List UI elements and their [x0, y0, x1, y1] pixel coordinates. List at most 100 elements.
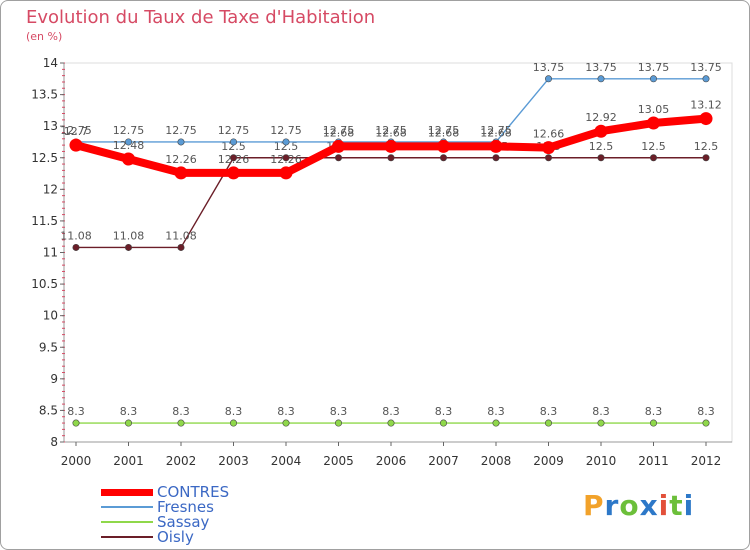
x-tick-label: 2001: [113, 454, 144, 468]
y-tick-label: 9.5: [39, 340, 58, 354]
data-point-sassay: [439, 419, 447, 427]
data-label-fresnes: 13.75: [585, 61, 617, 74]
data-point-contres: [647, 116, 660, 130]
x-tick-label: 2000: [61, 454, 92, 468]
logo-letter: x: [639, 489, 659, 522]
data-point-fresnes: [702, 75, 710, 83]
data-point-fresnes: [544, 75, 552, 83]
data-point-contres: [437, 139, 450, 153]
data-label-fresnes: 12.75: [323, 124, 355, 137]
data-point-oisly: [492, 154, 500, 162]
data-point-contres: [174, 166, 188, 180]
data-label-contres: 13.05: [638, 103, 670, 116]
data-point-oisly: [177, 243, 185, 251]
data-label-fresnes: 12.75: [428, 124, 460, 137]
logo-letter: P: [583, 489, 605, 522]
y-tick-label: 10.5: [31, 277, 58, 291]
legend-swatch: [101, 506, 153, 508]
chart-title: Evolution du Taux de Taxe d'Habitation: [26, 7, 376, 28]
data-point-contres: [227, 166, 240, 180]
proxiti-logo: Proxiti: [583, 489, 694, 522]
data-point-fresnes: [597, 75, 605, 83]
data-label-sassay: 8.3: [697, 405, 715, 418]
data-point-contres: [384, 139, 398, 153]
data-point-sassay: [282, 419, 290, 427]
data-label-fresnes: 13.75: [533, 61, 565, 74]
data-label-contres: 12.7: [64, 125, 89, 138]
y-tick-label: 12.5: [31, 151, 58, 165]
data-point-oisly: [282, 154, 290, 162]
logo-letter: i: [658, 489, 670, 522]
data-point-sassay: [544, 419, 552, 427]
logo-letter: r: [604, 489, 620, 522]
data-label-fresnes: 13.75: [690, 61, 722, 74]
data-point-oisly: [387, 154, 395, 162]
y-tick-label: 13: [43, 119, 58, 133]
legend-swatch: [101, 521, 153, 523]
x-tick-label: 2002: [166, 454, 197, 468]
data-label-sassay: 8.3: [120, 405, 138, 418]
y-tick-label: 11: [43, 246, 58, 260]
y-tick-label: 11.5: [31, 214, 58, 228]
y-tick-label: 12: [43, 182, 58, 196]
chart-legend: CONTRES Fresnes Sassay Oisly: [101, 483, 301, 546]
data-point-oisly: [544, 154, 552, 162]
y-tick-label: 10: [43, 309, 58, 323]
legend-swatch: [101, 488, 153, 496]
data-point-sassay: [649, 419, 657, 427]
data-point-oisly: [702, 154, 710, 162]
y-tick-label: 13.5: [31, 88, 58, 102]
x-tick-label: 2009: [533, 454, 564, 468]
legend-label: Sassay: [157, 513, 210, 531]
data-label-fresnes: 12.75: [113, 124, 145, 137]
data-point-contres: [699, 112, 713, 126]
data-label-sassay: 8.3: [382, 405, 400, 418]
data-point-fresnes: [649, 75, 657, 83]
chart-subtitle: (en %): [26, 30, 63, 43]
data-point-sassay: [492, 419, 500, 427]
data-label-sassay: 8.3: [540, 405, 558, 418]
data-point-sassay: [334, 419, 342, 427]
data-label-fresnes: 12.75: [165, 124, 197, 137]
data-point-fresnes: [177, 138, 185, 146]
data-point-sassay: [230, 419, 238, 427]
data-point-oisly: [439, 154, 447, 162]
legend-item-fresnes: Fresnes: [101, 498, 301, 516]
data-point-fresnes: [125, 138, 133, 146]
data-label-oisly: 11.08: [165, 229, 197, 242]
data-label-oisly: 12.5: [641, 140, 666, 153]
x-tick-label: 2005: [323, 454, 354, 468]
data-point-oisly: [334, 154, 342, 162]
data-label-fresnes: 12.75: [60, 124, 92, 137]
data-point-contres: [594, 124, 608, 138]
data-point-contres: [279, 166, 293, 180]
data-label-fresnes: 12.75: [375, 124, 407, 137]
y-tick-label: 8: [50, 435, 58, 449]
data-label-sassay: 8.3: [435, 405, 453, 418]
x-tick-label: 2012: [691, 454, 722, 468]
data-label-contres: 12.68: [480, 126, 512, 139]
x-tick-label: 2007: [428, 454, 459, 468]
logo-letter: t: [669, 489, 684, 522]
data-point-sassay: [177, 419, 185, 427]
data-label-oisly: 12.5: [589, 140, 614, 153]
data-label-oisly: 12.5: [221, 140, 246, 153]
logo-letter: o: [619, 489, 640, 522]
data-point-fresnes: [282, 138, 290, 146]
y-tick-label: 8.5: [39, 403, 58, 417]
data-label-oisly: 11.08: [113, 229, 145, 242]
data-label-contres: 12.68: [375, 126, 407, 139]
data-label-contres: 12.26: [165, 153, 197, 166]
data-point-contres: [542, 141, 555, 155]
data-point-oisly: [72, 243, 80, 251]
data-point-sassay: [702, 419, 710, 427]
data-point-oisly: [125, 243, 133, 251]
x-tick-label: 2010: [586, 454, 617, 468]
data-label-sassay: 8.3: [487, 405, 505, 418]
legend-swatch: [101, 536, 153, 538]
data-label-sassay: 8.3: [277, 405, 295, 418]
data-point-oisly: [597, 154, 605, 162]
legend-label: CONTRES: [157, 483, 230, 501]
legend-label: Oisly: [157, 528, 194, 546]
data-label-sassay: 8.3: [225, 405, 243, 418]
